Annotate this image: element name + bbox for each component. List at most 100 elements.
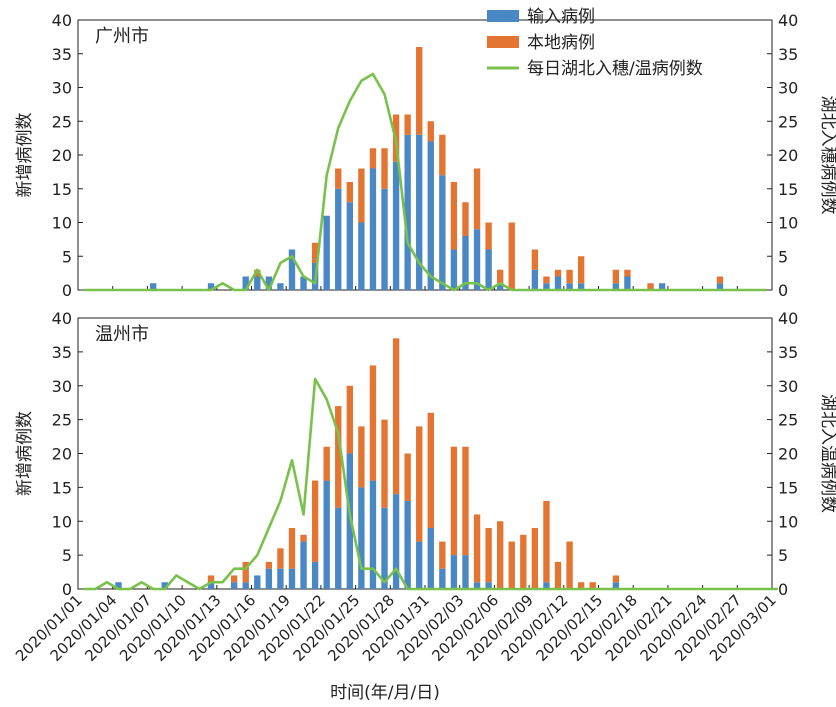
bar-local bbox=[555, 270, 561, 277]
bar-local bbox=[416, 426, 422, 541]
y2-tick-label: 35 bbox=[778, 45, 798, 64]
bar-imported bbox=[243, 582, 249, 589]
bar-imported bbox=[358, 223, 364, 291]
panel-title: 温州市 bbox=[95, 324, 149, 345]
bar-local bbox=[451, 447, 457, 555]
y2-tick-label: 40 bbox=[778, 309, 798, 328]
bar-imported bbox=[254, 575, 260, 589]
y-tick-label: 20 bbox=[52, 445, 72, 464]
y-tick-label: 35 bbox=[52, 343, 72, 362]
bar-imported bbox=[439, 569, 445, 589]
bar-local bbox=[358, 426, 364, 487]
x-axis-label: 时间(年/月/日) bbox=[330, 683, 440, 703]
y2-tick-label: 10 bbox=[778, 214, 798, 233]
bar-local bbox=[404, 454, 410, 501]
y-tick-label: 5 bbox=[62, 546, 72, 565]
bar-local bbox=[370, 365, 376, 480]
bar-local bbox=[474, 169, 480, 230]
bar-local bbox=[381, 420, 387, 508]
bar-local bbox=[324, 447, 330, 481]
bar-local bbox=[497, 521, 503, 589]
y2-tick-label: 5 bbox=[778, 247, 788, 266]
hubei-arrivals-line bbox=[84, 74, 766, 290]
legend-label-2: 本地病例 bbox=[527, 33, 595, 53]
legend: 输入病例本地病例每日湖北入穗/温病例数 bbox=[487, 7, 703, 79]
bar-imported bbox=[532, 270, 538, 290]
bar-local bbox=[474, 514, 480, 582]
bar-local bbox=[312, 481, 318, 562]
bar-local bbox=[566, 542, 572, 589]
bar-local bbox=[404, 115, 410, 135]
y2-tick-label: 30 bbox=[778, 79, 798, 98]
bar-local bbox=[370, 148, 376, 168]
bar-local bbox=[300, 535, 306, 542]
bar-imported bbox=[474, 229, 480, 290]
y2-axis-label: 湖北入温病例数 bbox=[818, 394, 836, 513]
bar-imported bbox=[358, 487, 364, 589]
bar-imported bbox=[254, 277, 260, 291]
y-tick-label: 40 bbox=[52, 11, 72, 30]
bar-imported bbox=[324, 481, 330, 589]
bar-local bbox=[381, 148, 387, 189]
bar-imported bbox=[266, 569, 272, 589]
bar-imported bbox=[324, 216, 330, 290]
y-tick-label: 30 bbox=[52, 79, 72, 98]
bar-local bbox=[289, 528, 295, 569]
bar-imported bbox=[439, 175, 445, 290]
y-tick-label: 35 bbox=[52, 45, 72, 64]
bar-local bbox=[347, 386, 353, 454]
bar-imported bbox=[416, 542, 422, 589]
bar-imported bbox=[555, 277, 561, 291]
bar-imported bbox=[462, 555, 468, 589]
bar-local bbox=[439, 542, 445, 569]
bar-imported bbox=[312, 562, 318, 589]
bar-imported bbox=[404, 501, 410, 589]
bar-local bbox=[532, 528, 538, 589]
bar-local bbox=[624, 270, 630, 277]
bar-imported bbox=[335, 189, 341, 290]
y2-tick-label: 20 bbox=[778, 146, 798, 165]
bar-local bbox=[462, 447, 468, 555]
y-tick-label: 15 bbox=[52, 180, 72, 199]
bar-local bbox=[428, 121, 434, 141]
legend-label-3: 每日湖北入穗/温病例数 bbox=[527, 59, 703, 79]
panel-2: 0 05 510 1015 1520 2025 2530 3035 3540 40温州市新增病例数… bbox=[15, 309, 836, 599]
bar-imported bbox=[451, 555, 457, 589]
legend-label-1: 输入病例 bbox=[527, 7, 595, 27]
y2-tick-label: 0 bbox=[778, 281, 788, 300]
bar-imported bbox=[381, 508, 387, 589]
bar-local bbox=[485, 528, 491, 582]
y2-tick-label: 15 bbox=[778, 478, 798, 497]
y2-tick-label: 15 bbox=[778, 180, 798, 199]
bar-imported bbox=[231, 582, 237, 589]
bar-local bbox=[520, 535, 526, 589]
plot-frame bbox=[78, 318, 772, 589]
bar-local bbox=[717, 277, 723, 284]
bar-local bbox=[509, 542, 515, 589]
bar-local bbox=[439, 135, 445, 176]
y2-tick-label: 35 bbox=[778, 343, 798, 362]
bar-local bbox=[462, 202, 468, 236]
bar-local bbox=[555, 562, 561, 589]
bar-local bbox=[416, 47, 422, 135]
bar-imported bbox=[370, 169, 376, 291]
bar-local bbox=[358, 169, 364, 223]
bar-local bbox=[335, 169, 341, 189]
y2-tick-label: 40 bbox=[778, 11, 798, 30]
bar-imported bbox=[428, 142, 434, 291]
bar-local bbox=[428, 413, 434, 528]
y-tick-label: 0 bbox=[62, 281, 72, 300]
bar-imported bbox=[347, 202, 353, 290]
y2-tick-label: 25 bbox=[778, 112, 798, 131]
bar-imported bbox=[277, 569, 283, 589]
y-tick-label: 25 bbox=[52, 112, 72, 131]
bar-local bbox=[566, 270, 572, 284]
y-tick-label: 25 bbox=[52, 411, 72, 430]
legend-swatch-1 bbox=[487, 10, 519, 22]
y-tick-label: 10 bbox=[52, 512, 72, 531]
y-tick-label: 20 bbox=[52, 146, 72, 165]
y2-axis-label: 湖北入穗病例数 bbox=[818, 96, 836, 215]
bar-imported bbox=[393, 162, 399, 290]
bar-local bbox=[231, 575, 237, 582]
